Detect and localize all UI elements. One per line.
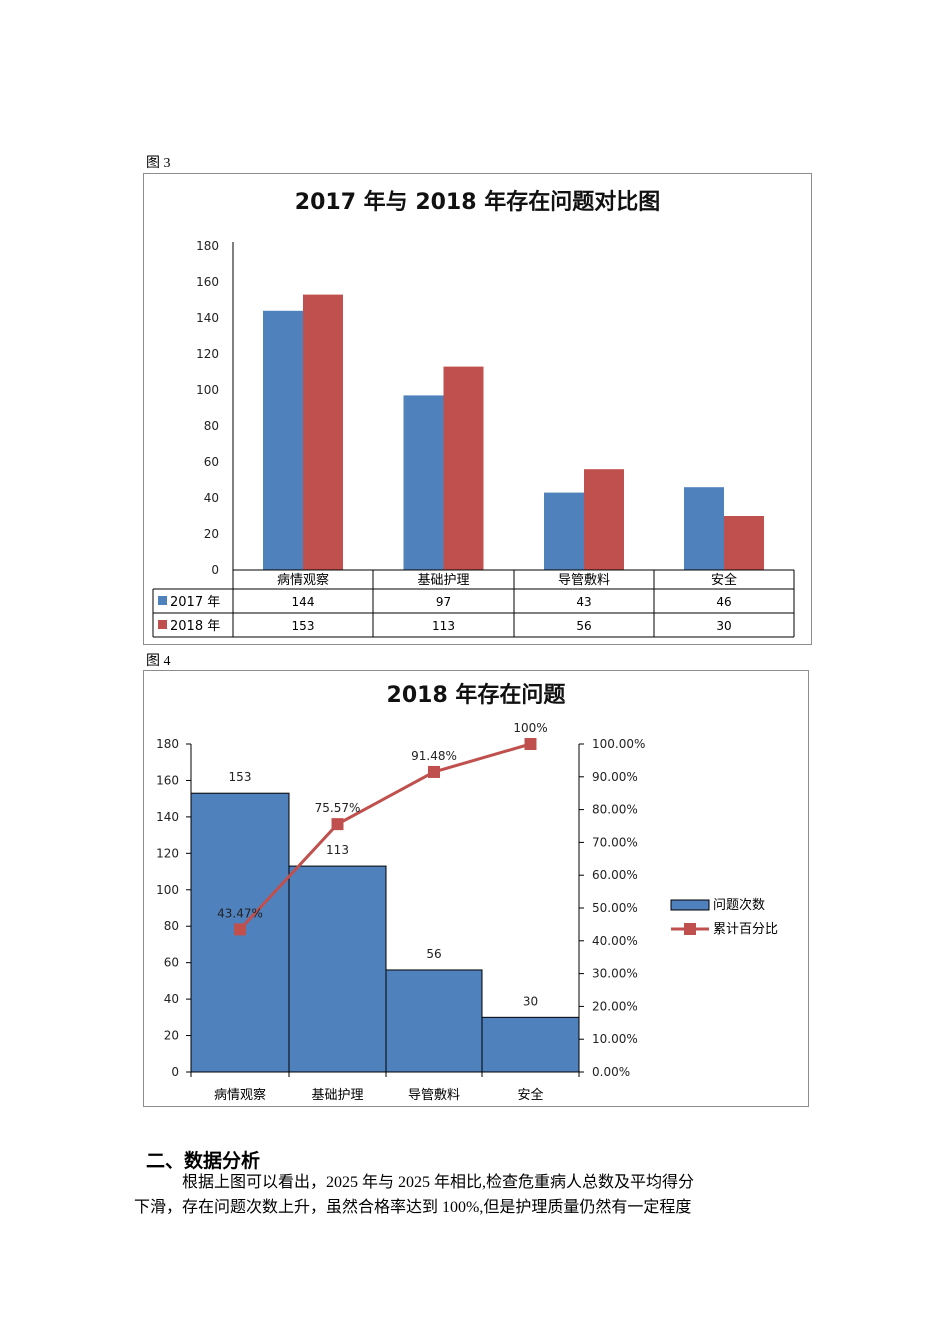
y2-tick-label: 80.00% bbox=[592, 803, 638, 817]
bar-2018年 bbox=[303, 294, 343, 570]
line-marker bbox=[524, 738, 537, 750]
figure-3-chart: 2017 年与 2018 年存在问题对比图 0 20 40 60 80 100 120 140… bbox=[143, 173, 812, 645]
y-tick-label: 120 bbox=[196, 347, 219, 361]
y-tick-label: 20 bbox=[164, 1029, 179, 1043]
table-header-category: 导管敷料 bbox=[558, 573, 610, 588]
y-tick-label: 100 bbox=[156, 883, 179, 897]
y-tick-label: 20 bbox=[204, 527, 219, 541]
line-marker bbox=[428, 765, 440, 778]
legend-key bbox=[158, 620, 167, 629]
table-cell: 43 bbox=[576, 595, 591, 609]
y2-tick-label: 60.00% bbox=[592, 868, 638, 882]
figure-3-label: 图 3 bbox=[146, 156, 171, 171]
y-tick-label: 160 bbox=[156, 773, 179, 787]
bar-2017年 bbox=[263, 310, 303, 570]
x-category-label: 安全 bbox=[517, 1087, 543, 1103]
cumulative-line bbox=[238, 742, 531, 931]
legend-bars-key bbox=[670, 899, 710, 911]
table-cell: 113 bbox=[432, 619, 455, 633]
line-value-label: 100% bbox=[513, 721, 547, 735]
y2-tick-label: 50.00% bbox=[592, 901, 638, 915]
table-header-category: 安全 bbox=[711, 572, 737, 588]
legend-bars-label: 问题次数 bbox=[713, 897, 765, 913]
figure-4-chart: 2018 年存在问题 153 113 56 30 0 20 40 60 80 100 120 140 1… bbox=[143, 670, 809, 1107]
y-tick-label: 60 bbox=[204, 455, 219, 469]
figure-4-label: 图 4 bbox=[146, 654, 171, 669]
bar-2017年 bbox=[684, 487, 724, 570]
figure-4-plot: 153 113 56 30 0 20 40 60 80 100 120 140 160 180 病情观察 基础… bbox=[156, 721, 778, 1103]
table-cell: 97 bbox=[436, 595, 451, 609]
table-header-category: 基础护理 bbox=[417, 573, 469, 588]
y-tick-label: 100 bbox=[196, 383, 219, 397]
y-tick-label: 0 bbox=[211, 563, 219, 577]
y-tick-label: 180 bbox=[156, 737, 179, 751]
y-tick-label: 140 bbox=[196, 311, 219, 325]
table-row-label: 2017 年 bbox=[170, 595, 220, 610]
section-heading: 二、数据分析 bbox=[146, 1150, 261, 1172]
table-cell: 30 bbox=[716, 619, 731, 633]
y-tick-label: 180 bbox=[196, 239, 219, 253]
y2-tick-label: 90.00% bbox=[592, 770, 638, 784]
x-category-label: 导管敷料 bbox=[408, 1088, 460, 1103]
legend-line-key bbox=[684, 923, 696, 935]
table-header-category: 病情观察 bbox=[277, 573, 329, 588]
figure-4-title: 2018 年存在问题 bbox=[386, 683, 566, 708]
y-tick-label: 80 bbox=[164, 919, 179, 933]
figure-3-plot: 0 20 40 60 80 100 120 140 160 180 病情观察 基础护理 导管敷料 安全 20… bbox=[152, 239, 795, 638]
table-row-label: 2018 年 bbox=[170, 619, 220, 634]
y-tick-label: 120 bbox=[156, 846, 179, 860]
x-category-label: 基础护理 bbox=[311, 1088, 363, 1103]
line-value-label: 43.47% bbox=[217, 906, 263, 920]
bar-value-label: 113 bbox=[326, 843, 349, 857]
line-marker bbox=[331, 818, 344, 831]
y-tick-label: 0 bbox=[171, 1065, 179, 1079]
table-cell: 46 bbox=[716, 595, 731, 609]
pareto-bar bbox=[288, 865, 387, 1073]
y-tick-label: 160 bbox=[196, 275, 219, 289]
bar-value-label: 153 bbox=[229, 770, 252, 784]
line-marker bbox=[234, 923, 246, 936]
pareto-bar bbox=[481, 1016, 580, 1073]
y2-tick-label: 30.00% bbox=[592, 967, 638, 981]
bar-value-label: 56 bbox=[426, 947, 441, 961]
y2-tick-label: 40.00% bbox=[592, 934, 638, 948]
x-category-label: 病情观察 bbox=[214, 1088, 266, 1103]
bar-2018年 bbox=[724, 516, 764, 570]
line-value-label: 91.48% bbox=[411, 749, 457, 763]
bar-2018年 bbox=[584, 469, 624, 570]
figure-3-title: 2017 年与 2018 年存在问题对比图 bbox=[294, 190, 661, 215]
bar-2018年 bbox=[443, 366, 484, 570]
paragraph-line-2: 下滑，存在问题次数上升，虽然合格率达到 100%,但是护理质量仍然有一定程度 bbox=[134, 1199, 692, 1216]
bar-2017年 bbox=[403, 395, 444, 570]
bar-value-label: 30 bbox=[523, 994, 538, 1008]
y-tick-label: 80 bbox=[204, 419, 219, 433]
table-cell: 144 bbox=[292, 595, 315, 609]
y2-tick-label: 10.00% bbox=[592, 1032, 638, 1046]
y-tick-label: 60 bbox=[164, 956, 179, 970]
pareto-bar bbox=[385, 969, 483, 1073]
bar-2017年 bbox=[544, 492, 584, 570]
table-cell: 56 bbox=[576, 619, 591, 633]
table-cell: 153 bbox=[292, 619, 315, 633]
legend-key bbox=[158, 596, 167, 605]
y2-tick-label: 100.00% bbox=[592, 737, 645, 751]
y-tick-label: 140 bbox=[156, 810, 179, 824]
y2-tick-label: 0.00% bbox=[592, 1065, 630, 1079]
y2-tick-label: 20.00% bbox=[592, 999, 638, 1013]
line-value-label: 75.57% bbox=[315, 801, 361, 815]
legend-line-label: 累计百分比 bbox=[713, 922, 778, 937]
y2-tick-label: 70.00% bbox=[592, 835, 638, 849]
paragraph-line-1: 根据上图可以看出，2025 年与 2025 年相比,检查危重病人总数及平均得分 bbox=[182, 1174, 695, 1191]
y-tick-label: 40 bbox=[164, 992, 179, 1006]
y-tick-label: 40 bbox=[204, 491, 219, 505]
